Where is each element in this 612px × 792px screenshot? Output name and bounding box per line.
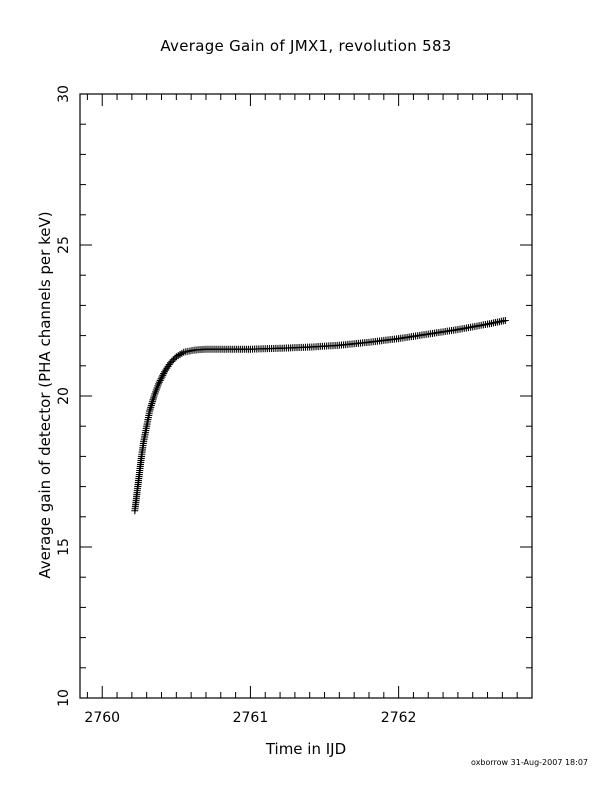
chart-title: Average Gain of JMX1, revolution 583 xyxy=(160,37,452,55)
data-point xyxy=(160,370,168,378)
data-point xyxy=(159,371,167,379)
data-point xyxy=(158,373,166,381)
data-point xyxy=(146,405,154,413)
data-point xyxy=(148,400,156,408)
plot-frame xyxy=(79,93,533,699)
data-point xyxy=(147,401,155,409)
y-tick-label: 10 xyxy=(56,689,72,707)
data-points xyxy=(131,317,509,515)
y-tick-label: 25 xyxy=(56,236,72,254)
y-tick-label: 20 xyxy=(56,387,72,405)
data-point xyxy=(147,403,155,411)
x-tick-label: 2760 xyxy=(84,710,120,726)
data-point xyxy=(155,378,163,386)
x-tick-label: 2762 xyxy=(381,710,417,726)
author-timestamp: oxborrow 31-Aug-2007 18:07 xyxy=(471,758,588,767)
data-point xyxy=(169,356,177,364)
y-axis-label: Average gain of detector (PHA channels p… xyxy=(36,211,54,579)
data-point xyxy=(501,317,509,324)
data-point xyxy=(168,357,176,365)
data-point xyxy=(155,380,163,388)
data-point xyxy=(157,375,165,383)
y-tick-label: 15 xyxy=(56,538,72,556)
x-tick-label: 2761 xyxy=(233,710,269,726)
y-tick-label: 30 xyxy=(56,85,72,103)
axis-tick-labels: 2760 2761 2762 10 15 20 25 30 xyxy=(56,85,416,726)
data-point xyxy=(149,396,157,404)
x-axis-label: Time in IJD xyxy=(265,740,347,758)
axis-ticks xyxy=(80,93,533,699)
data-point xyxy=(156,376,164,384)
data-point xyxy=(166,359,174,367)
data-point xyxy=(148,398,156,406)
